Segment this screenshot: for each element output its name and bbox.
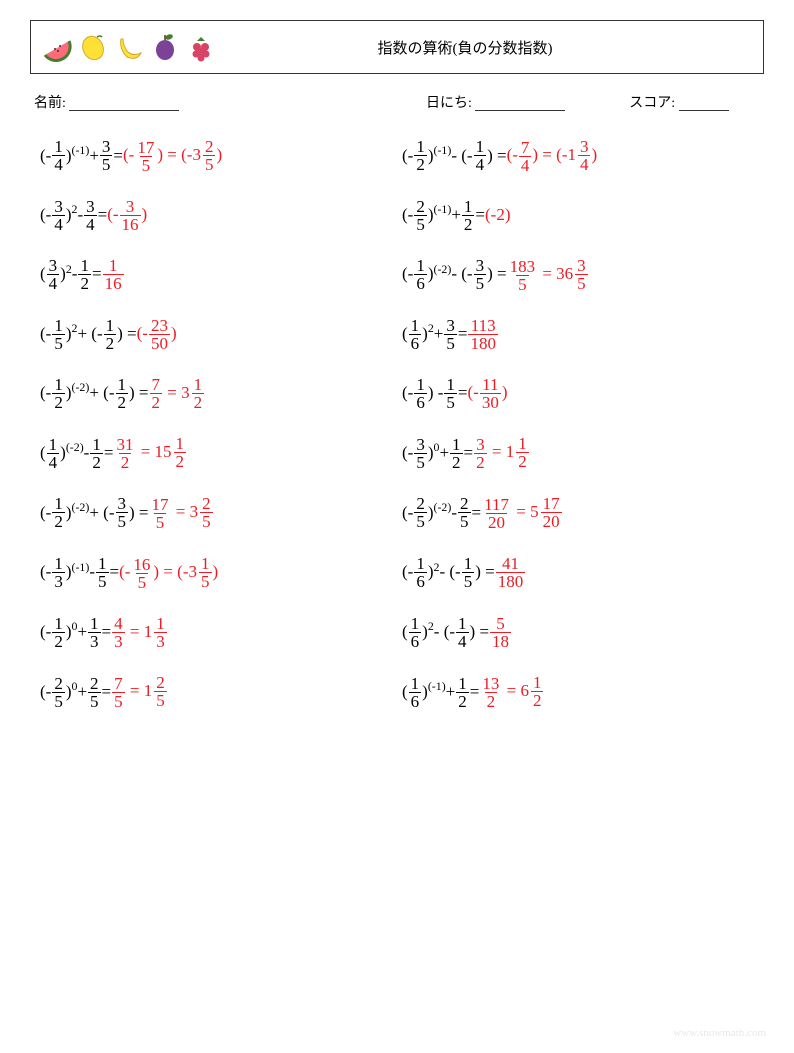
answer: (-2350): [137, 317, 177, 352]
answer: (-165) = (-315): [119, 555, 218, 591]
answer: 32 = 112: [473, 435, 530, 471]
answer: 11720 = 51720: [481, 495, 562, 531]
score-label: スコア:: [629, 96, 675, 111]
answer: 175 = 325: [149, 495, 214, 531]
answer: 75 = 125: [111, 674, 168, 710]
problem: (-12)(-1) - (-14) = (-74) = (-134): [402, 138, 754, 174]
problems-grid: (-14)(-1) + 35 = (-175) = (-325) (-12)(-1…: [30, 138, 764, 710]
answer: 1835 = 3635: [507, 257, 589, 293]
problem: (-12)0 + 13 = 43 = 113: [40, 615, 392, 651]
date-blank: [475, 96, 565, 111]
problem: (14)(-2) - 12 = 312 = 1512: [40, 435, 392, 471]
problem: (-13)(-1) - 15 = (-165) = (-315): [40, 555, 392, 591]
score-field: スコア:: [629, 92, 760, 112]
date-label: 日にち:: [426, 96, 472, 111]
problem: (-14)(-1) + 35 = (-175) = (-325): [40, 138, 392, 174]
problem: (-12)(-2) + (-12) = 72 = 312: [40, 376, 392, 412]
worksheet-title: 指数の算術(負の分数指数): [217, 37, 753, 58]
raspberry-icon: [185, 31, 217, 63]
problem: (16)2 + 35 = 113180: [402, 317, 754, 352]
problem: (-16)(-2) - (-35) = 1835 = 3635: [402, 257, 754, 293]
answer: (-2): [485, 206, 510, 225]
footer-watermark: www.snowmath.com: [673, 1027, 766, 1039]
worksheet-page: 指数の算術(負の分数指数) 名前: 日にち: スコア: (-14)(-1) + …: [0, 0, 794, 730]
header: 指数の算術(負の分数指数): [30, 20, 764, 74]
problem: (-25)(-2) - 25 = 11720 = 51720: [402, 495, 754, 531]
name-field: 名前:: [34, 92, 426, 112]
answer: 518: [489, 615, 512, 650]
problem: (-25)(-1) + 12 = (-2): [402, 198, 754, 233]
info-row: 名前: 日にち: スコア:: [30, 92, 764, 112]
answer: 116: [102, 257, 125, 292]
lemon-icon: [77, 31, 109, 63]
watermelon-icon: [41, 31, 73, 63]
plum-icon: [149, 31, 181, 63]
answer: 312 = 1512: [113, 435, 187, 471]
problem: (-15)2 + (-12) = (-2350): [40, 317, 392, 352]
answer: 113180: [467, 317, 499, 352]
problem: (-25)0 + 25 = 75 = 125: [40, 674, 392, 710]
problem: (34)2 - 12 = 116: [40, 257, 392, 293]
problem: (-34)2 - 34 = (-316): [40, 198, 392, 233]
date-field: 日にち:: [426, 92, 629, 112]
answer: (-74) = (-134): [507, 138, 598, 174]
answer: (-1130): [468, 376, 508, 411]
problem: (-16)2 - (-15) = 41180: [402, 555, 754, 591]
problem: (-12)(-2) + (-35) = 175 = 325: [40, 495, 392, 531]
answer: 132 = 612: [479, 674, 544, 710]
answer: 72 = 312: [149, 376, 206, 412]
answer: 41180: [495, 555, 527, 590]
problem: (-16) - 15 = (-1130): [402, 376, 754, 412]
banana-icon: [113, 31, 145, 63]
name-label: 名前:: [34, 96, 66, 111]
answer: 43 = 113: [111, 615, 168, 651]
problem: (16)2 - (-14) = 518: [402, 615, 754, 651]
answer: (-175) = (-325): [123, 138, 222, 174]
name-blank: [69, 96, 179, 111]
score-blank: [679, 96, 729, 111]
fruit-icons: [41, 31, 217, 63]
answer: (-316): [107, 198, 147, 233]
problem: (16)(-1) + 12 = 132 = 612: [402, 674, 754, 710]
problem: (-35)0 + 12 = 32 = 112: [402, 435, 754, 471]
